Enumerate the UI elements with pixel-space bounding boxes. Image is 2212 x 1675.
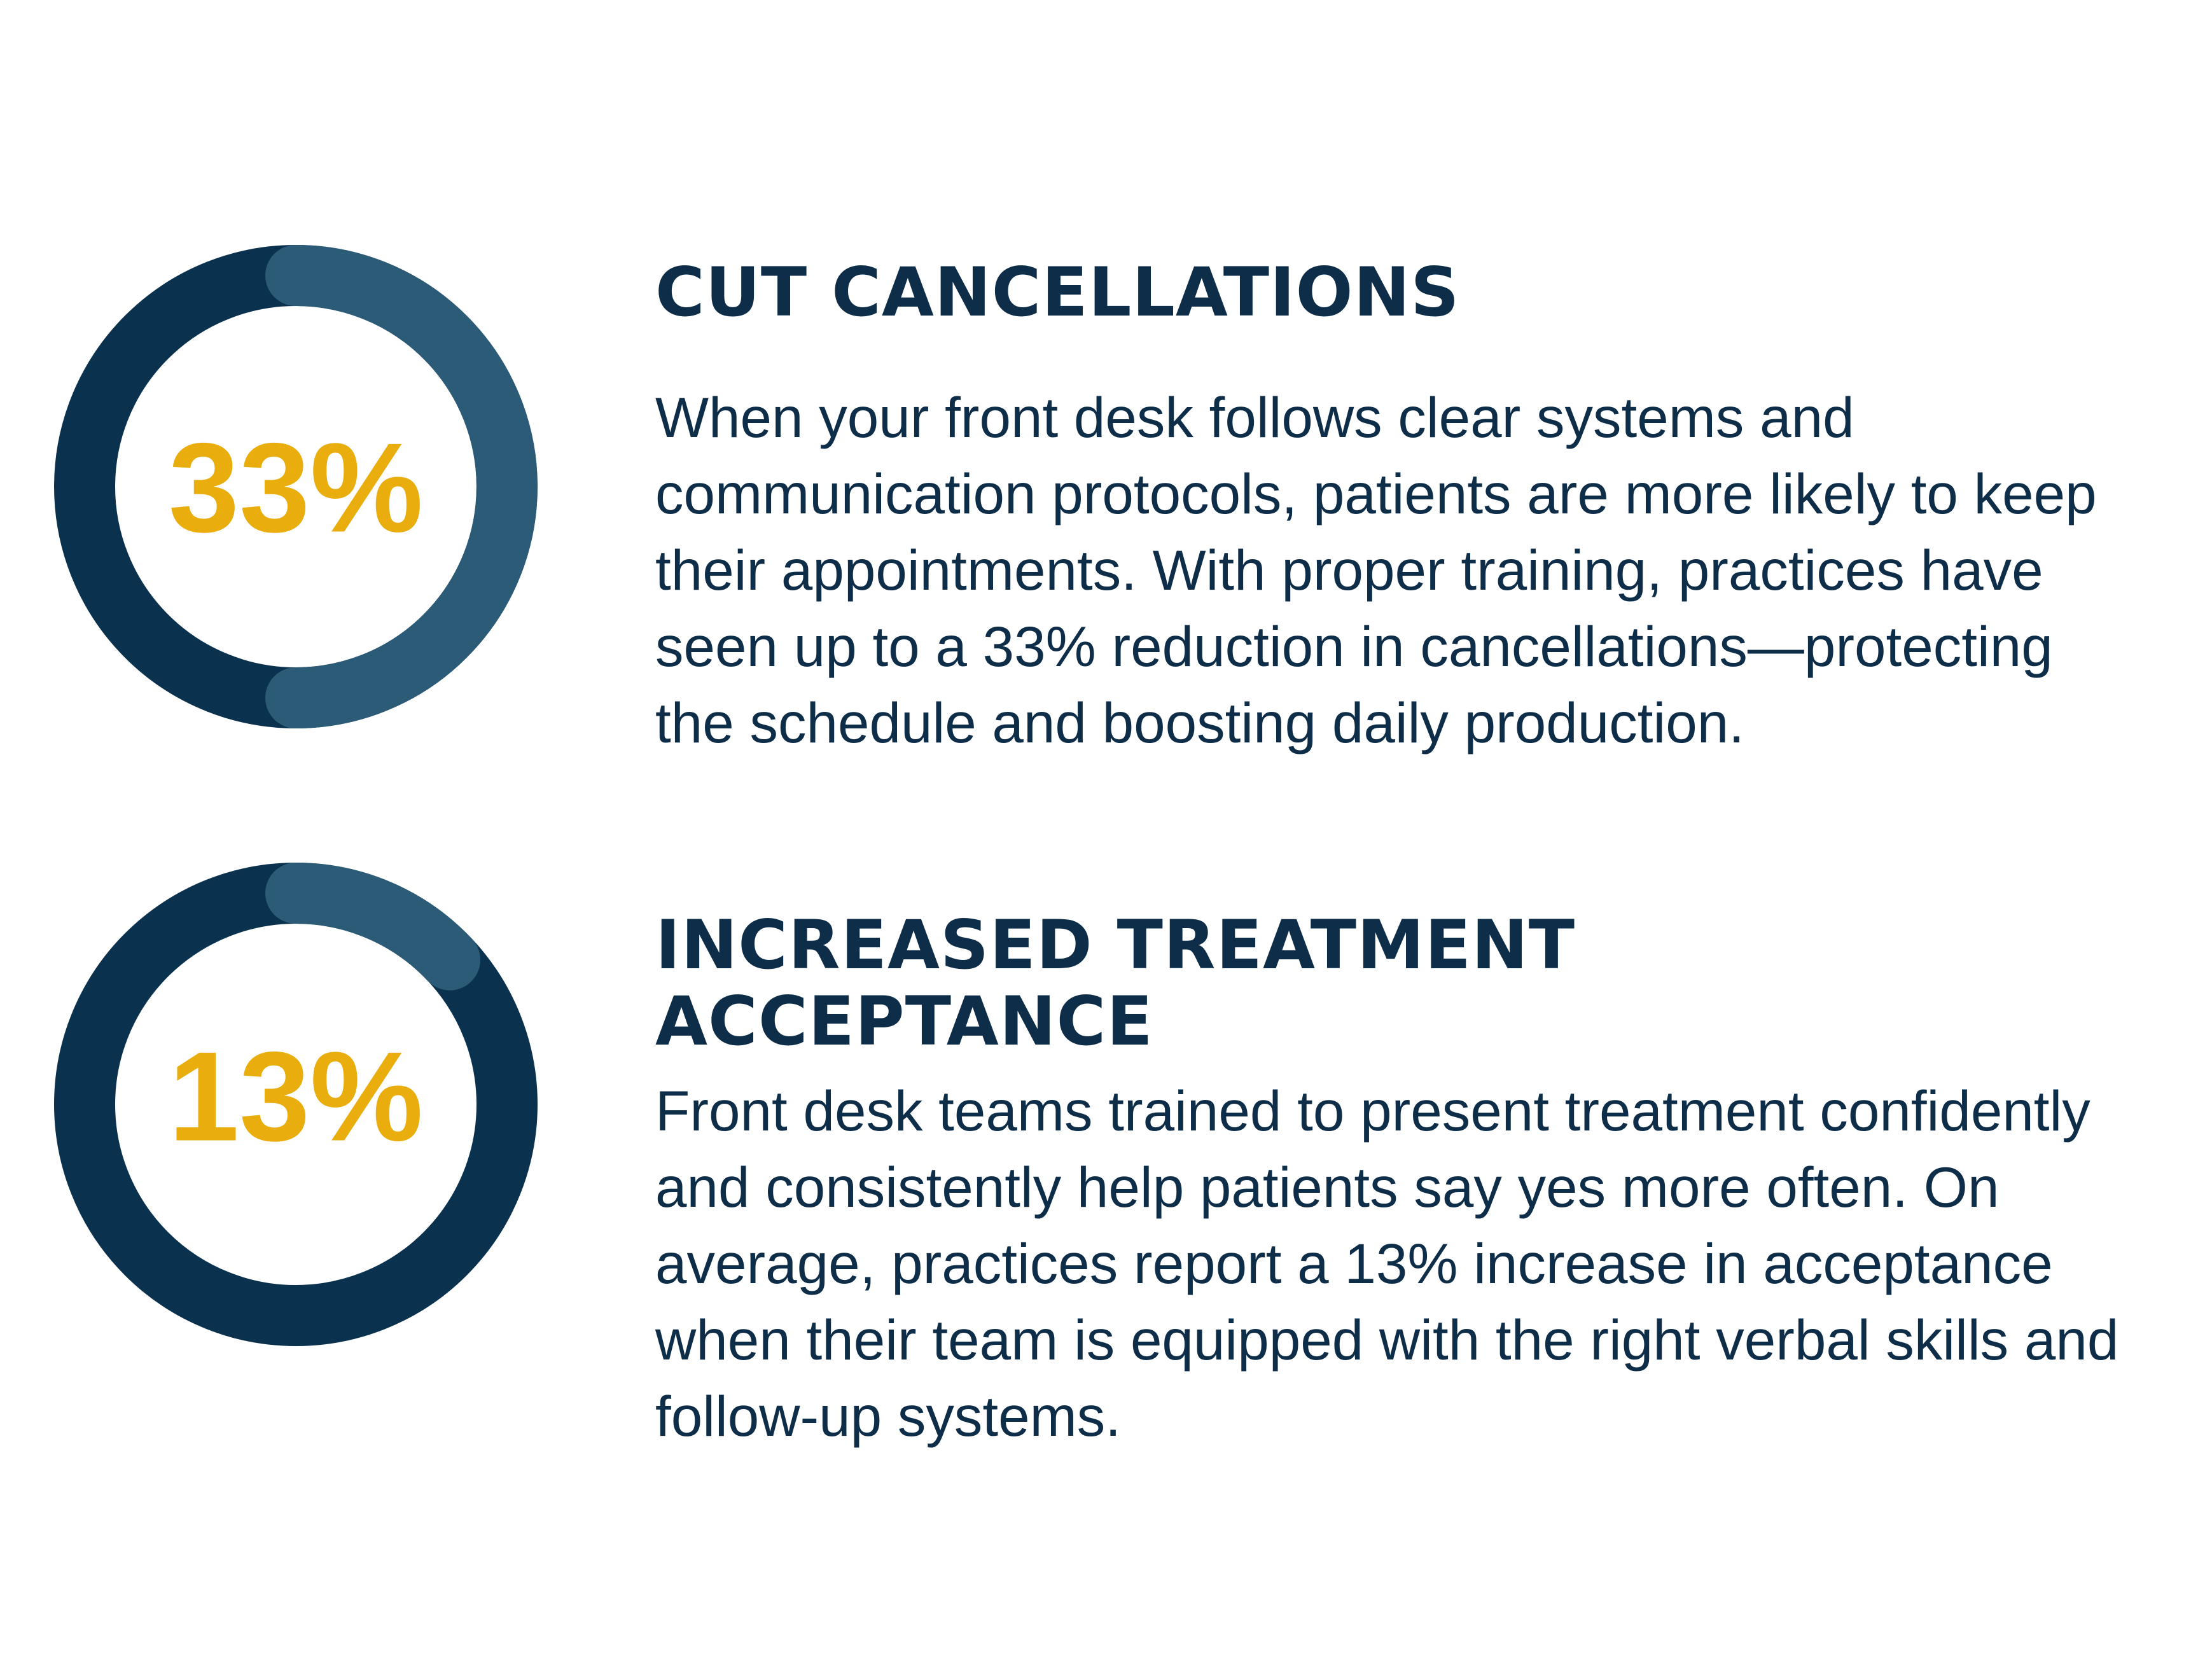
donut-progress-arc	[265, 245, 538, 728]
stat-description: When your front desk follows clear syste…	[655, 386, 2097, 754]
stat-heading-line: CUT CANCELLATIONS	[655, 253, 1460, 331]
stat-heading-line: INCREASED TREATMENT	[655, 906, 1576, 984]
stat-description: Front desk teams trained to present trea…	[655, 1079, 2119, 1448]
donut-chart-cancellations-svg: 33%	[54, 245, 538, 728]
donut-progress-arc	[265, 863, 481, 990]
donut-value-label: 13%	[169, 1026, 423, 1168]
stat-heading-line: ACCEPTANCE	[655, 982, 1153, 1060]
donut-chart-acceptance-svg: 13%	[54, 863, 538, 1346]
stat-heading: CUT CANCELLATIONS	[655, 254, 2118, 331]
donut-chart-cancellations: 33%	[54, 245, 538, 728]
stat-heading: INCREASED TREATMENT ACCEPTANCE	[655, 907, 2118, 1060]
donut-value-label: 33%	[169, 417, 423, 559]
donut-chart-acceptance: 13%	[54, 863, 538, 1346]
